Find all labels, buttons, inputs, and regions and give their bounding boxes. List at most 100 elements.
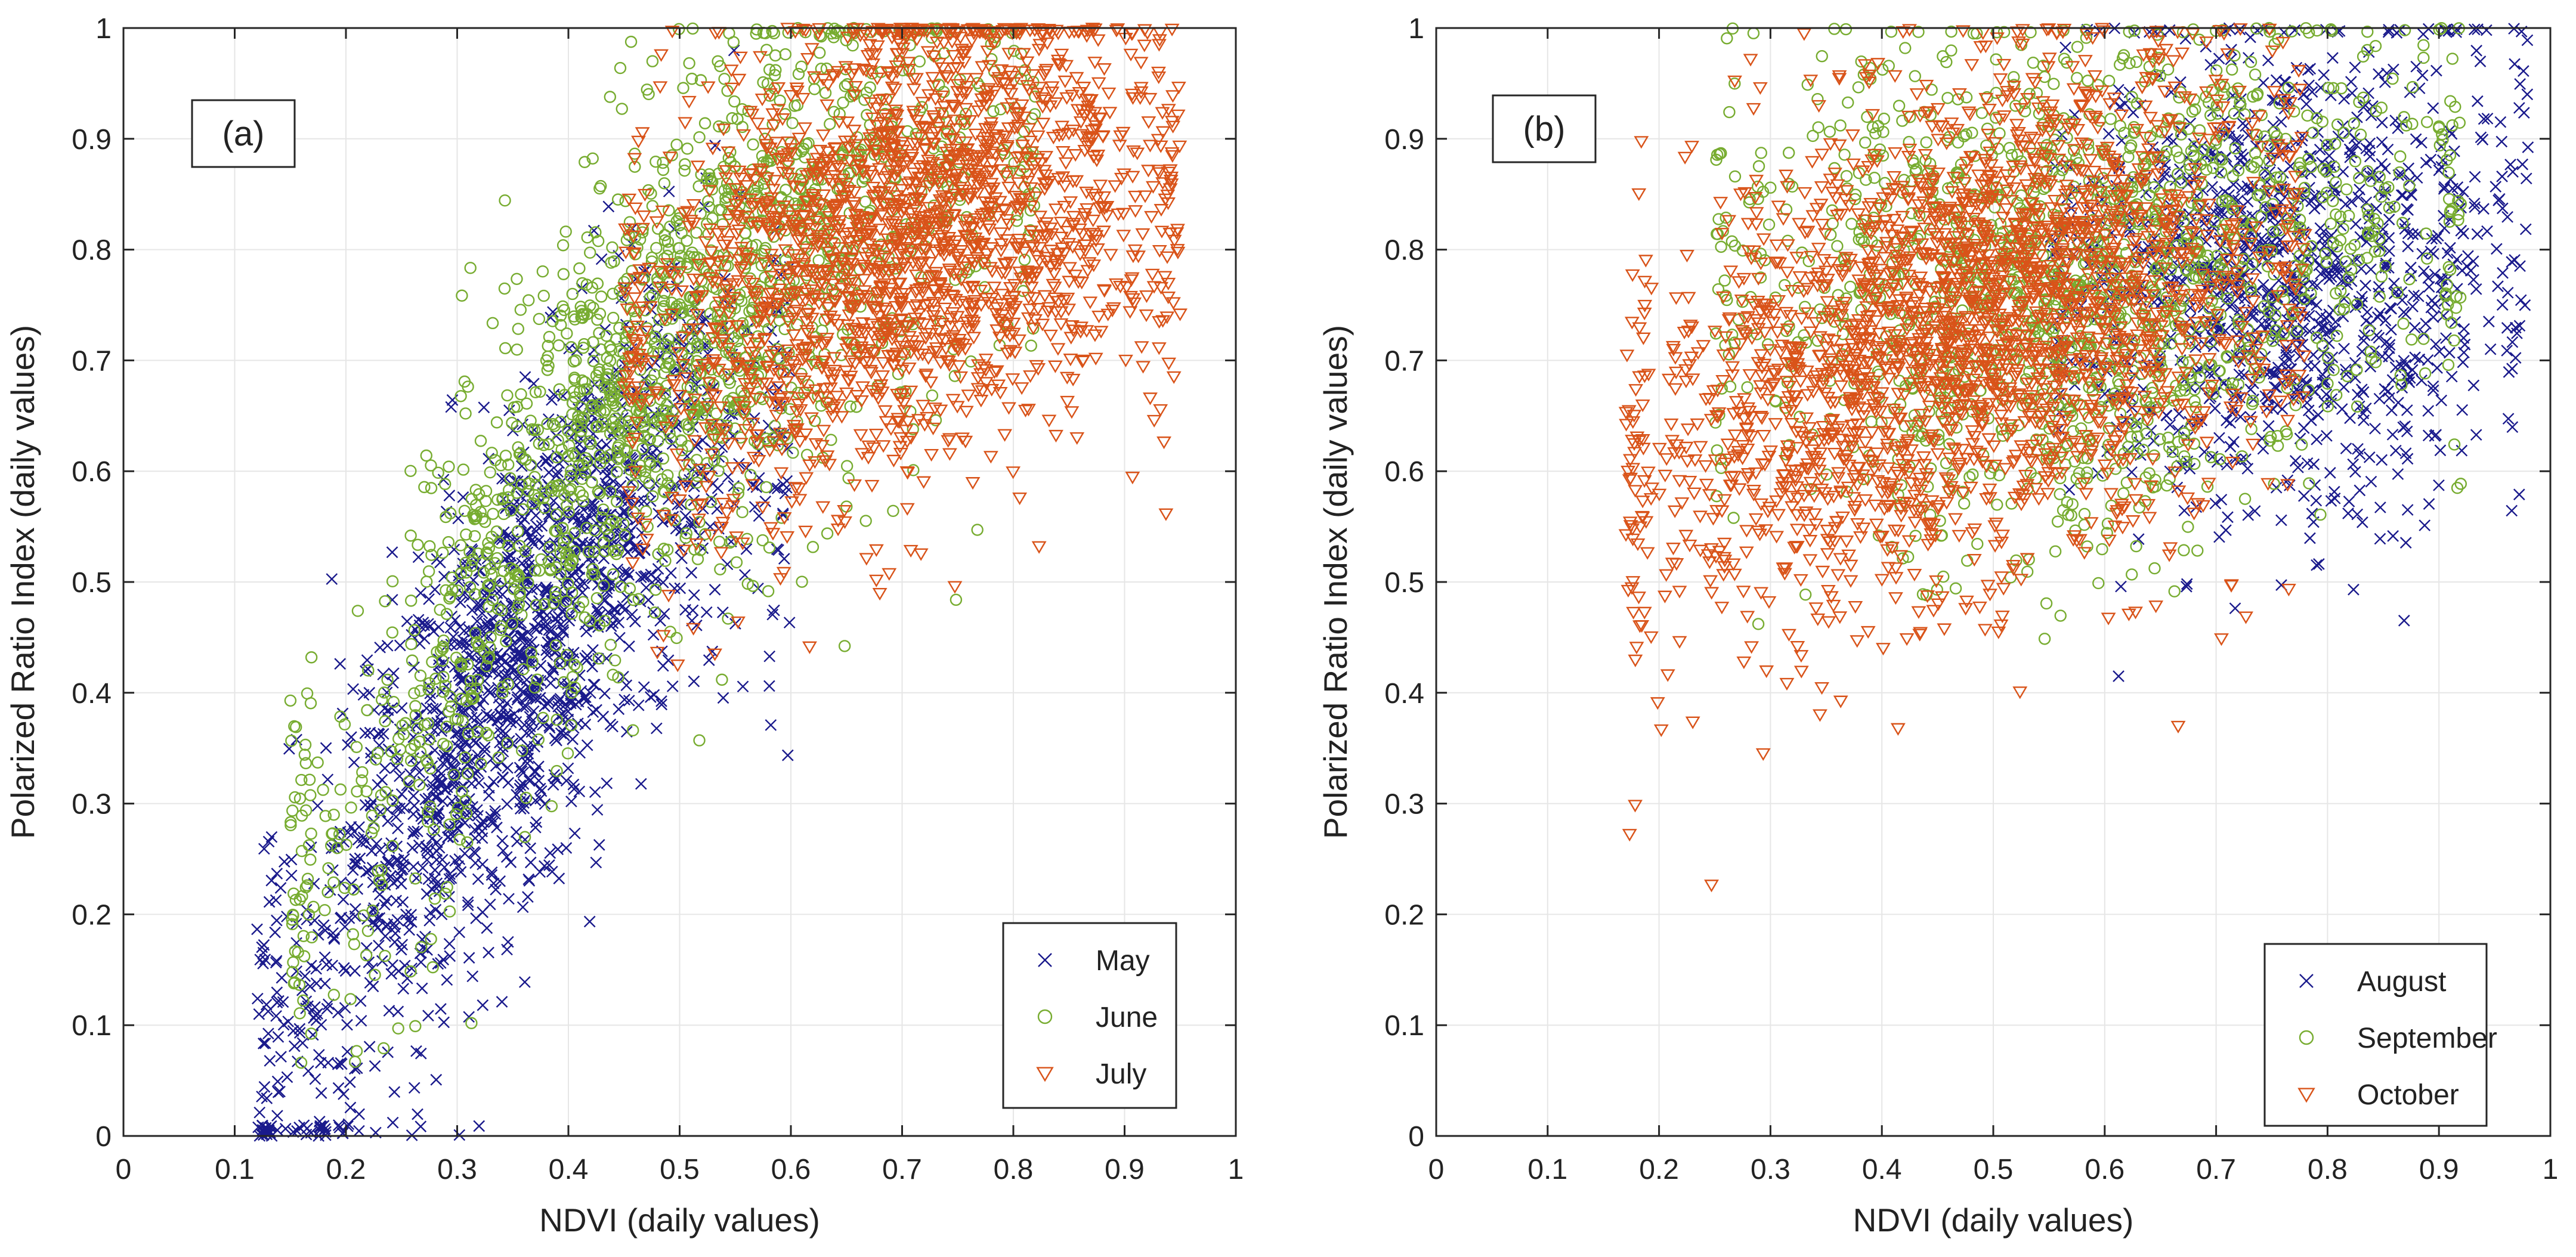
data-point bbox=[995, 228, 1007, 239]
data-point bbox=[444, 490, 454, 501]
data-point bbox=[654, 82, 667, 93]
data-point bbox=[500, 195, 511, 206]
data-point bbox=[925, 450, 938, 460]
data-point bbox=[271, 868, 282, 879]
data-point bbox=[705, 308, 716, 319]
data-point bbox=[694, 132, 705, 143]
data-point bbox=[392, 1006, 403, 1017]
data-point bbox=[764, 542, 775, 553]
data-point bbox=[518, 902, 528, 912]
data-point bbox=[536, 554, 546, 565]
data-point bbox=[273, 1087, 284, 1098]
data-point bbox=[423, 1010, 434, 1021]
data-point bbox=[433, 467, 444, 478]
data-point bbox=[679, 159, 690, 170]
data-point bbox=[605, 92, 616, 103]
data-point bbox=[438, 1017, 449, 1027]
data-point bbox=[481, 922, 492, 933]
data-point bbox=[296, 1057, 307, 1068]
data-point bbox=[539, 290, 549, 301]
data-point bbox=[389, 1086, 400, 1097]
data-point bbox=[802, 450, 812, 460]
data-point bbox=[588, 302, 599, 313]
data-point bbox=[467, 971, 478, 982]
data-point bbox=[379, 899, 390, 910]
data-point bbox=[585, 917, 595, 927]
data-point bbox=[1071, 73, 1083, 83]
data-point bbox=[553, 340, 564, 351]
data-point bbox=[537, 266, 548, 277]
data-point bbox=[796, 61, 807, 72]
data-point bbox=[364, 1041, 375, 1052]
data-point bbox=[751, 119, 763, 129]
data-point bbox=[718, 692, 729, 703]
data-point bbox=[818, 426, 830, 436]
data-point bbox=[346, 822, 357, 832]
data-point bbox=[362, 655, 373, 665]
data-point bbox=[258, 1038, 269, 1049]
data-point bbox=[379, 951, 390, 961]
data-point bbox=[423, 566, 434, 577]
data-point bbox=[608, 312, 619, 323]
data-point bbox=[1127, 472, 1139, 483]
data-point bbox=[252, 993, 263, 1004]
data-point bbox=[429, 584, 440, 595]
data-point bbox=[368, 981, 379, 992]
data-point bbox=[561, 500, 572, 510]
data-point bbox=[1109, 181, 1121, 192]
data-point bbox=[1135, 58, 1148, 69]
data-point bbox=[1140, 310, 1153, 321]
data-point bbox=[305, 854, 316, 865]
data-point bbox=[484, 790, 494, 801]
data-point bbox=[406, 595, 416, 606]
data-point bbox=[498, 846, 509, 856]
data-point bbox=[1137, 362, 1149, 373]
data-point bbox=[530, 479, 541, 490]
data-point bbox=[271, 957, 282, 968]
data-point bbox=[349, 757, 360, 768]
data-point bbox=[778, 479, 788, 490]
data-point bbox=[694, 735, 705, 746]
data-point bbox=[287, 805, 298, 816]
data-point bbox=[808, 541, 818, 552]
data-point bbox=[415, 670, 426, 681]
data-point bbox=[817, 502, 829, 513]
data-point bbox=[764, 651, 775, 662]
data-point bbox=[406, 639, 416, 649]
data-point bbox=[286, 870, 297, 881]
data-point bbox=[1117, 231, 1130, 242]
data-point bbox=[428, 626, 439, 637]
data-point bbox=[1144, 393, 1156, 404]
data-point bbox=[306, 652, 317, 662]
data-point bbox=[1161, 252, 1174, 263]
data-point bbox=[714, 537, 725, 547]
data-point bbox=[406, 530, 416, 541]
data-point bbox=[373, 940, 384, 951]
data-point bbox=[581, 626, 592, 637]
data-point bbox=[395, 640, 406, 651]
data-point bbox=[866, 481, 879, 491]
data-point bbox=[272, 1110, 283, 1121]
data-point bbox=[477, 1000, 488, 1011]
data-point bbox=[259, 1082, 270, 1092]
data-point bbox=[1114, 141, 1126, 151]
data-point bbox=[1043, 416, 1056, 426]
data-point bbox=[392, 823, 403, 834]
data-point bbox=[444, 939, 455, 949]
data-point bbox=[765, 720, 776, 730]
data-point bbox=[1061, 397, 1074, 407]
data-point bbox=[348, 929, 358, 940]
data-point bbox=[504, 642, 515, 653]
data-point bbox=[638, 211, 650, 222]
data-point bbox=[389, 937, 400, 948]
data-point bbox=[590, 857, 601, 868]
data-point bbox=[497, 835, 508, 846]
data-point bbox=[1142, 117, 1155, 128]
data-point bbox=[453, 513, 463, 524]
data-point bbox=[651, 723, 662, 733]
data-point bbox=[422, 888, 432, 899]
data-point bbox=[558, 240, 568, 250]
data-point bbox=[680, 511, 691, 522]
data-point bbox=[412, 1109, 423, 1120]
data-point bbox=[279, 856, 290, 867]
